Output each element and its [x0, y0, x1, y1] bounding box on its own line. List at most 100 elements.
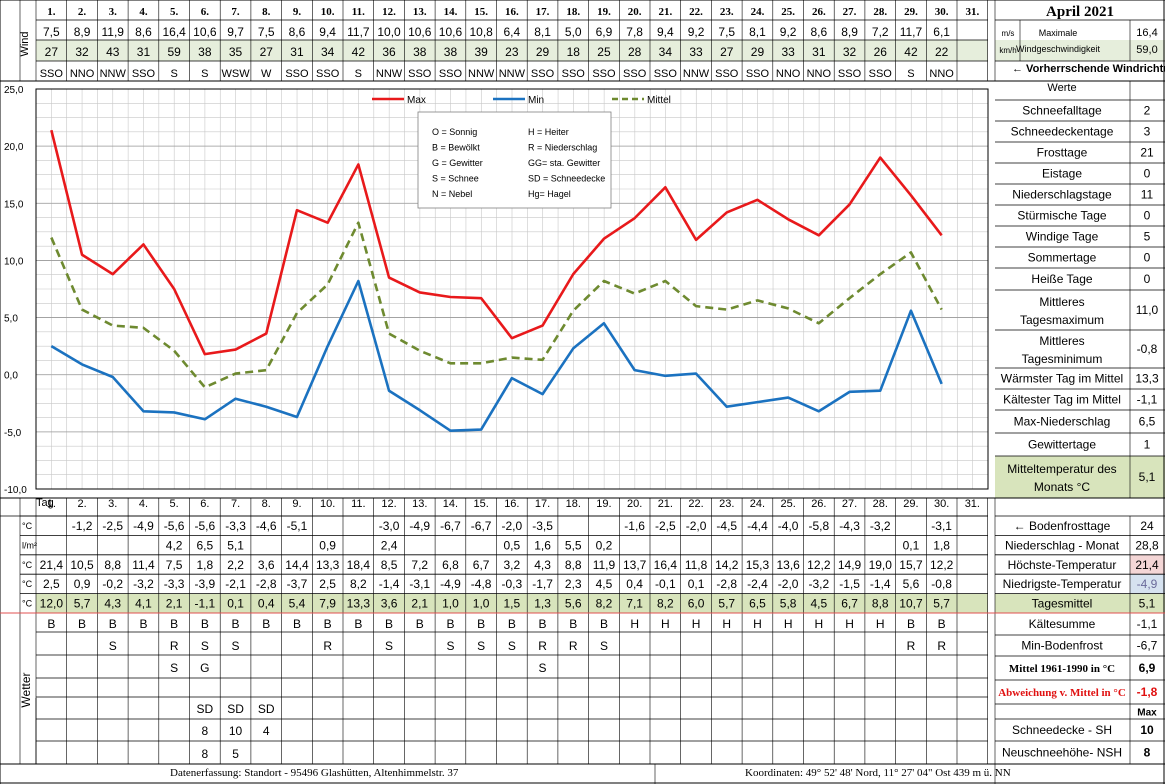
weather-side-label: Neuschneehöhe- NSH	[1002, 746, 1122, 760]
weather-cell: B	[508, 617, 516, 631]
wind-kmh-cell: 43	[106, 45, 120, 59]
wind-kmh-cell: 23	[505, 45, 519, 59]
table-cell: -3,2	[809, 577, 830, 591]
stats-label: Monats °C	[1034, 480, 1090, 494]
table-cell: 0,1	[688, 577, 705, 591]
sheet-title: April 2021	[1046, 4, 1114, 20]
table-cell: 2,5	[319, 577, 336, 591]
weather-cell: SD	[227, 702, 244, 716]
table-day-number: 5.	[170, 498, 179, 510]
wind-ms-cell: 10,6	[193, 25, 217, 39]
weather-cell: B	[385, 617, 393, 631]
wind-ms-cell: 11,7	[347, 25, 370, 39]
table-day-number: 23.	[719, 498, 734, 510]
table-cell: -4,9	[440, 577, 461, 591]
weather-side-value: 10	[1140, 723, 1154, 737]
table-day-number: 15.	[474, 498, 489, 510]
wind-dir-cell: SSO	[623, 68, 647, 80]
wind-ms-cell: 7,5	[43, 25, 60, 39]
table-cell: 4,5	[811, 597, 828, 611]
table-cell: 7,5	[166, 558, 183, 572]
weather-side-value: -6,7	[1137, 639, 1158, 653]
table-cell: 4,3	[104, 597, 121, 611]
day-number: 8.	[262, 6, 271, 18]
wind-dir-cell: NNO	[929, 68, 954, 80]
table-cell: 1,6	[534, 538, 551, 552]
weather-cell: B	[569, 617, 577, 631]
wind-kmh-cell: 28	[628, 45, 642, 59]
table-cell: -3,3	[225, 519, 246, 533]
stats-label: Mittleres	[1039, 334, 1084, 348]
wind-dir-cell: WSW	[221, 68, 250, 80]
wind-ms-cell: 7,5	[718, 25, 735, 39]
weather-cell: H	[753, 617, 762, 631]
weather-cell: H	[784, 617, 793, 631]
weather-cell: H	[876, 617, 885, 631]
row-unit: °C	[22, 579, 33, 589]
row-unit: °C	[22, 560, 33, 570]
stats-value: 1	[1144, 438, 1151, 452]
stats-value: 6,5	[1139, 415, 1156, 429]
table-cell: -2,0	[778, 577, 799, 591]
stats-value: 0	[1144, 272, 1151, 286]
weather-cell: S	[385, 639, 393, 653]
table-cell: -3,2	[133, 577, 154, 591]
table-day-number: 18.	[566, 498, 581, 510]
table-cell: 0,4	[626, 577, 643, 591]
summary-value: -4,9	[1137, 577, 1158, 591]
table-cell: 8,2	[350, 577, 367, 591]
table-day-number: 10.	[320, 498, 335, 510]
table-cell: 5,7	[933, 597, 950, 611]
table-cell: -5,6	[195, 519, 216, 533]
summary-label: ← Bodenfrosttage	[1014, 519, 1111, 533]
table-cell: 6,5	[197, 538, 214, 552]
table-cell: 5,7	[718, 597, 735, 611]
weather-cell: S	[446, 639, 454, 653]
stats-label: Tagesminimum	[1022, 352, 1103, 366]
table-cell: -6,7	[440, 519, 461, 533]
day-number: 18.	[566, 6, 580, 18]
table-cell: 6,8	[442, 558, 459, 572]
table-cell: -0,3	[502, 577, 523, 591]
wind-kmh-cell: 38	[444, 45, 458, 59]
weather-cell: H	[845, 617, 854, 631]
table-cell: 7,1	[626, 597, 643, 611]
table-cell: -0,2	[102, 577, 123, 591]
table-cell: -5,8	[809, 519, 830, 533]
table-cell: 6,0	[688, 597, 705, 611]
mean-summary-bg	[995, 593, 1165, 613]
wind-ms-cell: 7,2	[872, 25, 889, 39]
day-number: 29.	[904, 6, 918, 18]
wind-kmh-cell: 38	[413, 45, 427, 59]
table-day-number: 7.	[231, 498, 240, 510]
weather-key-text: SD = Schneedecke	[528, 174, 605, 184]
wind-kmh-cell: 59	[167, 45, 181, 59]
table-cell: 8,8	[104, 558, 121, 572]
table-cell: 0,1	[903, 538, 920, 552]
weather-side-value: 6,9	[1139, 661, 1156, 675]
weather-cell: S	[508, 639, 516, 653]
table-cell: -0,8	[931, 577, 952, 591]
table-cell: 5,8	[780, 597, 797, 611]
wind-kmh-cell: 33	[689, 45, 703, 59]
table-cell: -4,6	[256, 519, 277, 533]
table-day-number: 6.	[200, 498, 209, 510]
wind-max-kmh: 59,0	[1136, 44, 1157, 56]
weather-cell: B	[78, 617, 86, 631]
weather-cell: B	[477, 617, 485, 631]
stats-value: 0	[1144, 209, 1151, 223]
table-cell: 8,8	[565, 558, 582, 572]
wind-dir-cell: SSO	[715, 68, 739, 80]
wind-kmh-cell: 26	[874, 45, 888, 59]
wind-kmh-cell: 42	[352, 45, 366, 59]
weather-cell: B	[907, 617, 915, 631]
wind-dir-cell: SSO	[132, 68, 156, 80]
wind-max-kmh-bg	[995, 40, 1165, 61]
table-cell: 2,2	[227, 558, 244, 572]
wind-kmh-cell: 33	[781, 45, 795, 59]
day-number: 3.	[109, 6, 118, 18]
unit-ms: m/s	[1002, 29, 1015, 38]
wind-ms-cell: 9,2	[780, 25, 797, 39]
weather-cell: B	[201, 617, 209, 631]
table-cell: -3,2	[870, 519, 891, 533]
